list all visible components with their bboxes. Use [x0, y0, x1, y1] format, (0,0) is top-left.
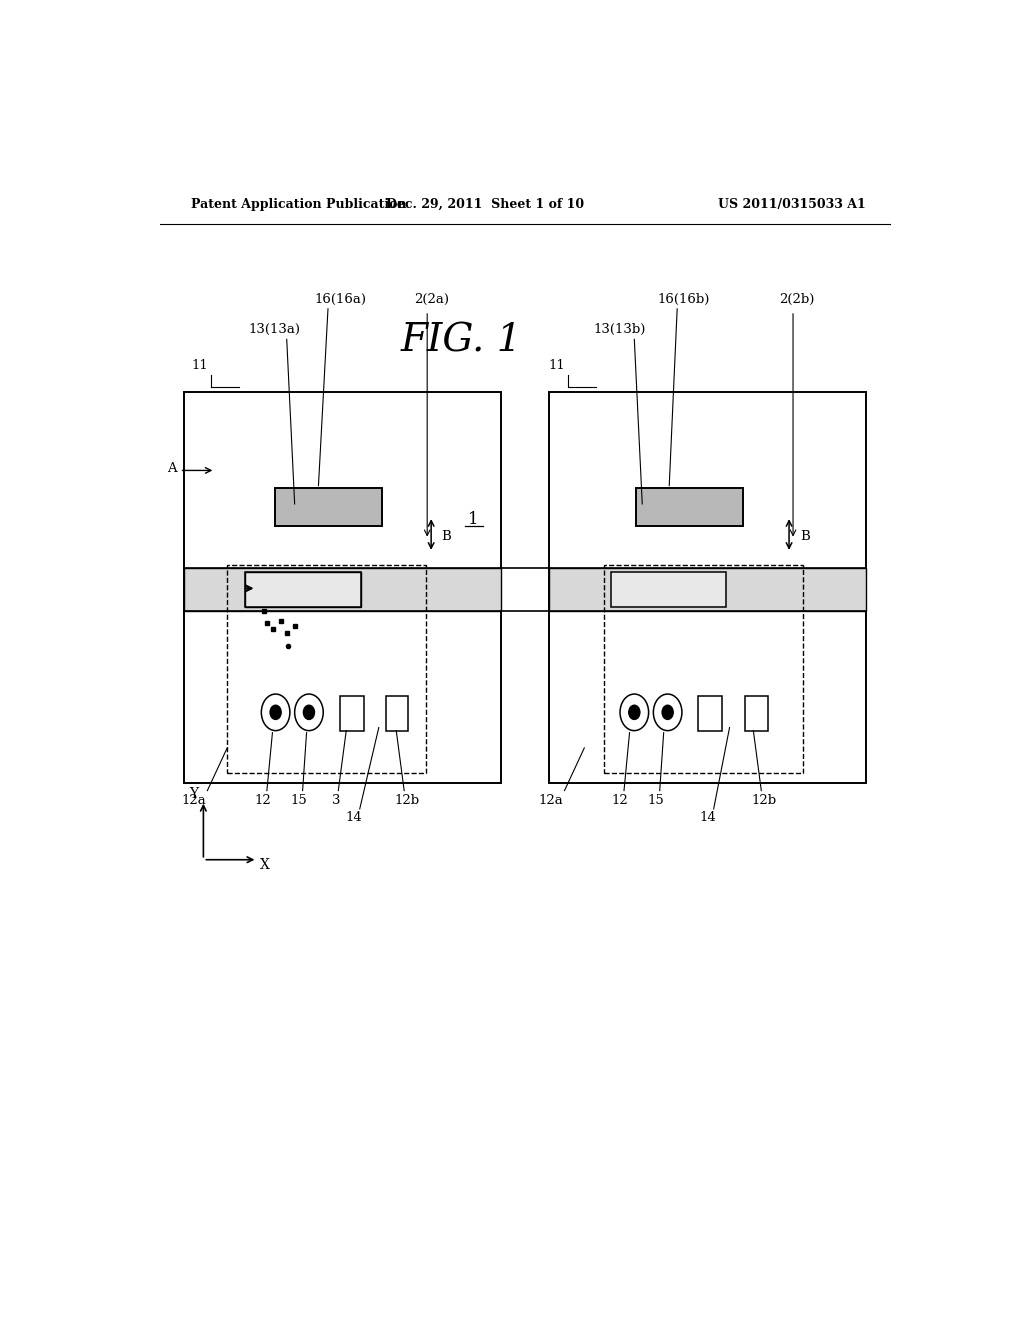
- Text: 12: 12: [611, 793, 629, 807]
- Text: 13(13a): 13(13a): [249, 323, 301, 337]
- Bar: [246, 572, 360, 607]
- Text: B: B: [800, 531, 810, 543]
- Bar: [183, 392, 501, 784]
- Circle shape: [303, 705, 314, 719]
- Circle shape: [629, 705, 640, 719]
- Bar: [549, 568, 866, 611]
- Bar: [745, 696, 768, 731]
- Bar: [549, 392, 866, 784]
- Text: 12b: 12b: [752, 793, 777, 807]
- Circle shape: [663, 705, 673, 719]
- Text: 1: 1: [468, 511, 478, 528]
- Text: X: X: [260, 858, 270, 871]
- Text: 3: 3: [332, 793, 340, 807]
- Text: 12b: 12b: [395, 793, 420, 807]
- Text: 2(2b): 2(2b): [779, 293, 815, 306]
- Text: 15: 15: [290, 793, 307, 807]
- Bar: [274, 487, 382, 527]
- Text: Patent Application Publication: Patent Application Publication: [191, 198, 407, 211]
- Text: 16(16b): 16(16b): [657, 293, 710, 306]
- Text: 14: 14: [699, 810, 716, 824]
- Text: 2(2a): 2(2a): [414, 293, 449, 306]
- Text: A: A: [167, 462, 176, 475]
- Bar: [610, 572, 726, 607]
- Bar: [697, 696, 722, 731]
- Text: US 2011/0315033 A1: US 2011/0315033 A1: [718, 198, 866, 211]
- Bar: [604, 565, 803, 774]
- Text: FIG. 1: FIG. 1: [400, 323, 522, 360]
- Bar: [386, 696, 409, 731]
- Text: Dec. 29, 2011  Sheet 1 of 10: Dec. 29, 2011 Sheet 1 of 10: [386, 198, 584, 211]
- Text: 12: 12: [255, 793, 271, 807]
- Text: 14: 14: [346, 810, 362, 824]
- Text: 16(16a): 16(16a): [314, 293, 367, 306]
- Circle shape: [270, 705, 282, 719]
- Bar: [183, 568, 501, 611]
- Bar: [340, 696, 364, 731]
- Bar: [246, 572, 360, 607]
- Text: 15: 15: [647, 793, 665, 807]
- Text: B: B: [441, 531, 452, 543]
- Text: Y: Y: [189, 787, 199, 801]
- Text: 12a: 12a: [539, 793, 563, 807]
- Bar: [636, 487, 743, 527]
- Text: 12a: 12a: [181, 793, 206, 807]
- Text: 13(13b): 13(13b): [594, 323, 646, 337]
- Text: 11: 11: [548, 359, 565, 372]
- Text: 11: 11: [191, 359, 208, 372]
- Bar: [227, 565, 426, 774]
